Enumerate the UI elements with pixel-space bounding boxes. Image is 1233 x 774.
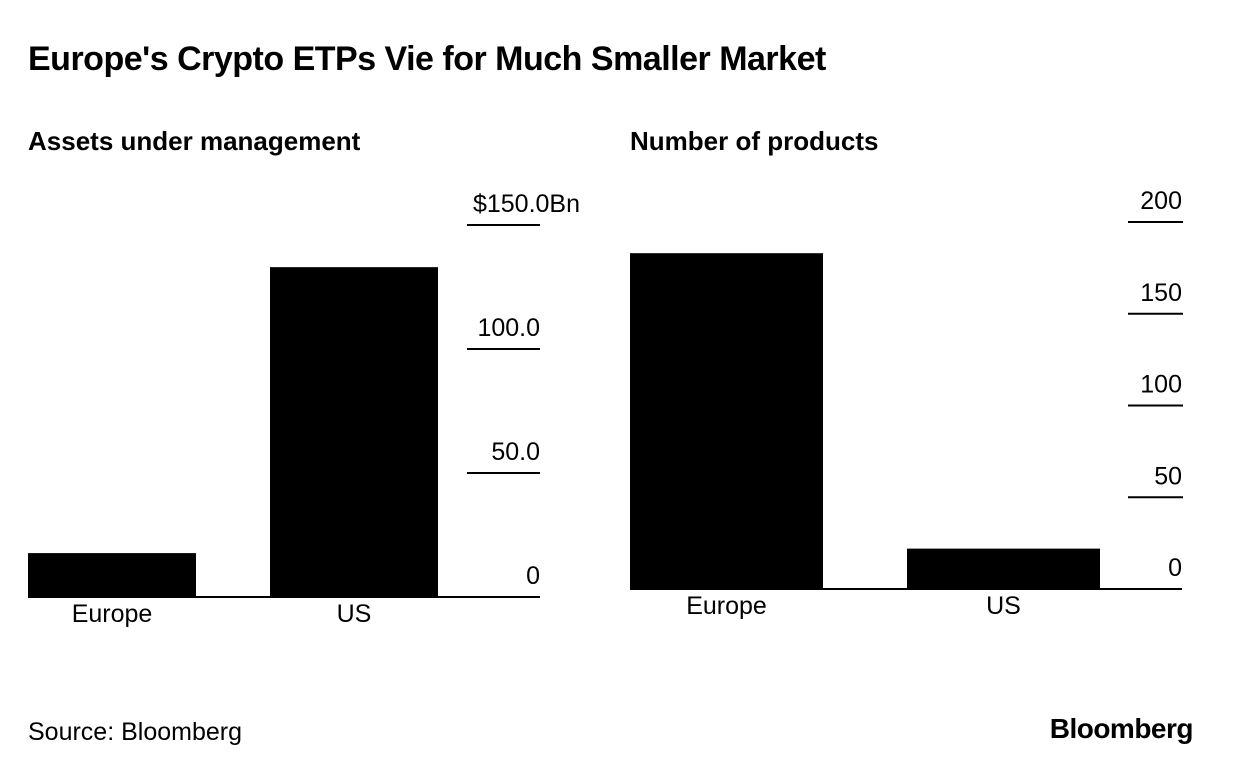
y-tick-label: 50.0 <box>491 438 540 466</box>
y-tick-label: 200 <box>1140 187 1182 215</box>
y-tick-label: 100.0 <box>477 314 540 342</box>
source-note: Source: Bloomberg <box>28 718 243 746</box>
bloomberg-logo: Bloomberg <box>1049 713 1194 744</box>
y-tick-label: 50 <box>1154 462 1182 490</box>
bar-europe <box>28 553 196 597</box>
chart-title: Europe's Crypto ETPs Vie for Much Smalle… <box>28 40 826 78</box>
x-tick-label: US <box>337 600 372 628</box>
y-tick-label: $150.0Bn <box>473 190 580 218</box>
bar-europe <box>630 253 823 589</box>
y-tick-label: 0 <box>526 562 540 590</box>
panel-title: Assets under management <box>28 126 361 156</box>
panel-title: Number of products <box>630 126 878 156</box>
bar-us <box>270 267 438 597</box>
bar-us <box>907 548 1100 589</box>
y-tick-label: 150 <box>1140 279 1182 307</box>
y-tick-label: 100 <box>1140 371 1182 399</box>
y-tick-label: 0 <box>1168 554 1182 582</box>
x-tick-label: Europe <box>72 600 153 628</box>
x-tick-label: US <box>986 592 1021 620</box>
x-tick-label: Europe <box>686 592 767 620</box>
